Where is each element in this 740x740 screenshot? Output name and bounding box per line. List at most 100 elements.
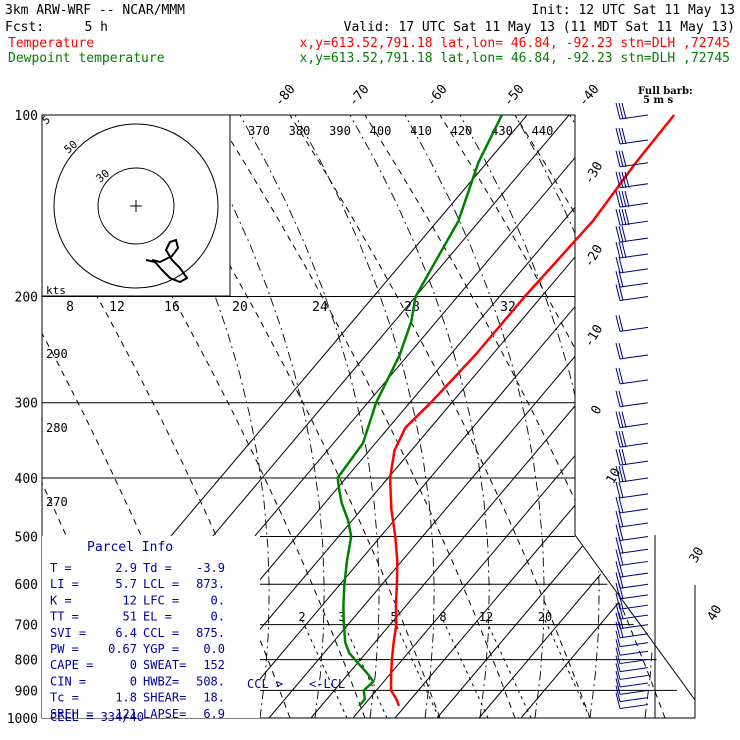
wind-barb-950 [615,692,649,710]
parcel-val-left-7: 0 [130,674,137,688]
wind-barb-900 [615,678,649,695]
moist-adiabat-8 [569,115,695,718]
mixing-ratio-label-3: 8 [439,610,446,624]
parcel-val-left-8: 1.8 [115,691,137,705]
dewpoint-profile [336,114,504,707]
wind-barb-850 [615,663,649,680]
parcel-key-left-6: CAPE = [50,658,93,672]
parcel-val-right-2: 0. [211,593,225,607]
theta-left-label-290: 290 [46,347,68,361]
isotherm--20 [268,115,695,718]
mixing-ratio-line-2 [393,619,440,718]
pressure-label-300: 300 [15,397,38,412]
dewpoint-location: x,y=613.52,791.18 lat,lon= 46.84, -92.23… [300,51,730,66]
hodograph-trace [145,238,189,284]
pressure-label-800: 800 [15,654,38,669]
wind-barb-160 [615,225,649,243]
isotherm--10 [310,115,695,718]
theta-e-label-380: 380 [289,124,311,138]
isotherm-label-0: 0 [589,403,606,417]
wind-barb-800 [615,647,649,665]
isotherm-40 [520,115,695,718]
isotherm-label-60: -60 [424,82,451,110]
theta-e-label-410: 410 [410,124,432,138]
isotherm-label-80: -80 [272,82,299,110]
barb-legend-1: Full barb: [638,86,693,97]
model-title: 3km ARW-WRF -- NCAR/MMM [5,3,185,18]
parcel-val-left-1: 5.7 [115,577,137,591]
parcel-key-left-4: SVI = [50,626,86,640]
wind-barb-525 [615,537,649,554]
theta-e-label-390: 390 [329,124,351,138]
wind-barb-325 [615,411,649,429]
saturation-label-8: 8 [66,300,74,315]
wind-barb-775 [615,639,649,656]
mixing-ratio-label-1: 3 [338,610,345,624]
wind-barb-725 [615,621,649,639]
wind-barb-250 [615,342,649,360]
saturation-label-12: 12 [109,300,125,315]
wind-barb-120 [615,150,649,168]
saturation-label-24: 24 [312,300,328,315]
wind-barb-100 [615,102,649,120]
wind-barb-925 [615,685,649,703]
parcel-cell: CELL = 334/40 [50,710,144,724]
isotherm-label-10: 10 [604,466,625,487]
mixing-ratio-label-0: 2 [298,610,305,624]
theta-e-label-370: 370 [248,124,270,138]
pressure-label-200: 200 [15,291,38,306]
parcel-key-right-9: LAPSE= [143,707,186,721]
barb-legend-2: 5 m s [643,95,674,106]
hodograph-ring-outer [53,123,219,289]
hodograph-units: kts [46,284,66,297]
temperature-location: x,y=613.52,791.18 lat,lon= 46.84, -92.23… [300,36,730,51]
parcel-key-right-5: YGP = [143,642,179,656]
parcel-key-left-0: T = [50,561,72,575]
wind-barb-350 [615,430,649,448]
pressure-label-700: 700 [15,619,38,634]
mixing-ratio-line-0 [301,619,348,718]
parcel-val-left-2: 12 [123,593,137,607]
forecast-hours: 5 h [85,20,108,35]
parcel-key-left-7: CIN = [50,674,86,688]
parcel-val-left-6: 0 [130,658,137,672]
mixing-ratio-line-4 [485,619,532,718]
forecast-label: Fcst: [5,20,44,35]
moist-adiabat-3 [294,115,435,718]
wind-barb-150 [615,209,649,226]
moist-adiabat-5 [404,115,545,718]
wind-barb-675 [615,602,649,620]
pressure-label-500: 500 [15,530,38,545]
theta-e-label-420: 420 [451,124,473,138]
parcel-key-left-1: LI = [50,577,79,591]
parcel-val-right-3: 0. [211,610,225,624]
parcel-key-right-2: LFC = [143,593,179,607]
parcel-key-right-1: LCL = [143,577,179,591]
theta-left-label-270: 270 [46,495,68,509]
isotherm-label--20: -20 [582,242,607,270]
isotherm-30 [478,115,695,718]
lcl-label: <-LCL [309,677,345,691]
parcel-info-panel: Parcel Info T = 2.9 Td = -3.9 LI = 5.7 LCL = 873… [42,536,260,724]
parcel-key-right-7: HWBZ= [143,674,179,688]
isotherm-label-40: 40 [705,603,726,624]
pressure-label-400: 400 [15,472,38,487]
parcel-val-left-5: 0.67 [108,642,137,656]
wind-barbs: Full barb:5 m s [615,86,693,710]
temperature-profile [388,114,676,707]
isotherm-label-40: -40 [576,82,603,110]
pressure-label-900: 900 [15,684,38,699]
dry-adiabat-11 [589,115,695,718]
parcel-val-right-9: 6.9 [203,707,225,721]
wind-barb-375 [615,449,649,466]
parcel-key-right-6: SWEAT= [143,658,186,672]
wind-barb-650 [615,593,649,610]
parcel-val-right-4: 875. [196,626,225,640]
wind-barb-130 [615,171,649,189]
wind-barb-200 [615,284,649,302]
parcel-val-right-0: -3.9 [196,561,225,575]
isotherm-label--30: -30 [582,159,607,187]
theta-left-label-280: 280 [46,421,68,435]
